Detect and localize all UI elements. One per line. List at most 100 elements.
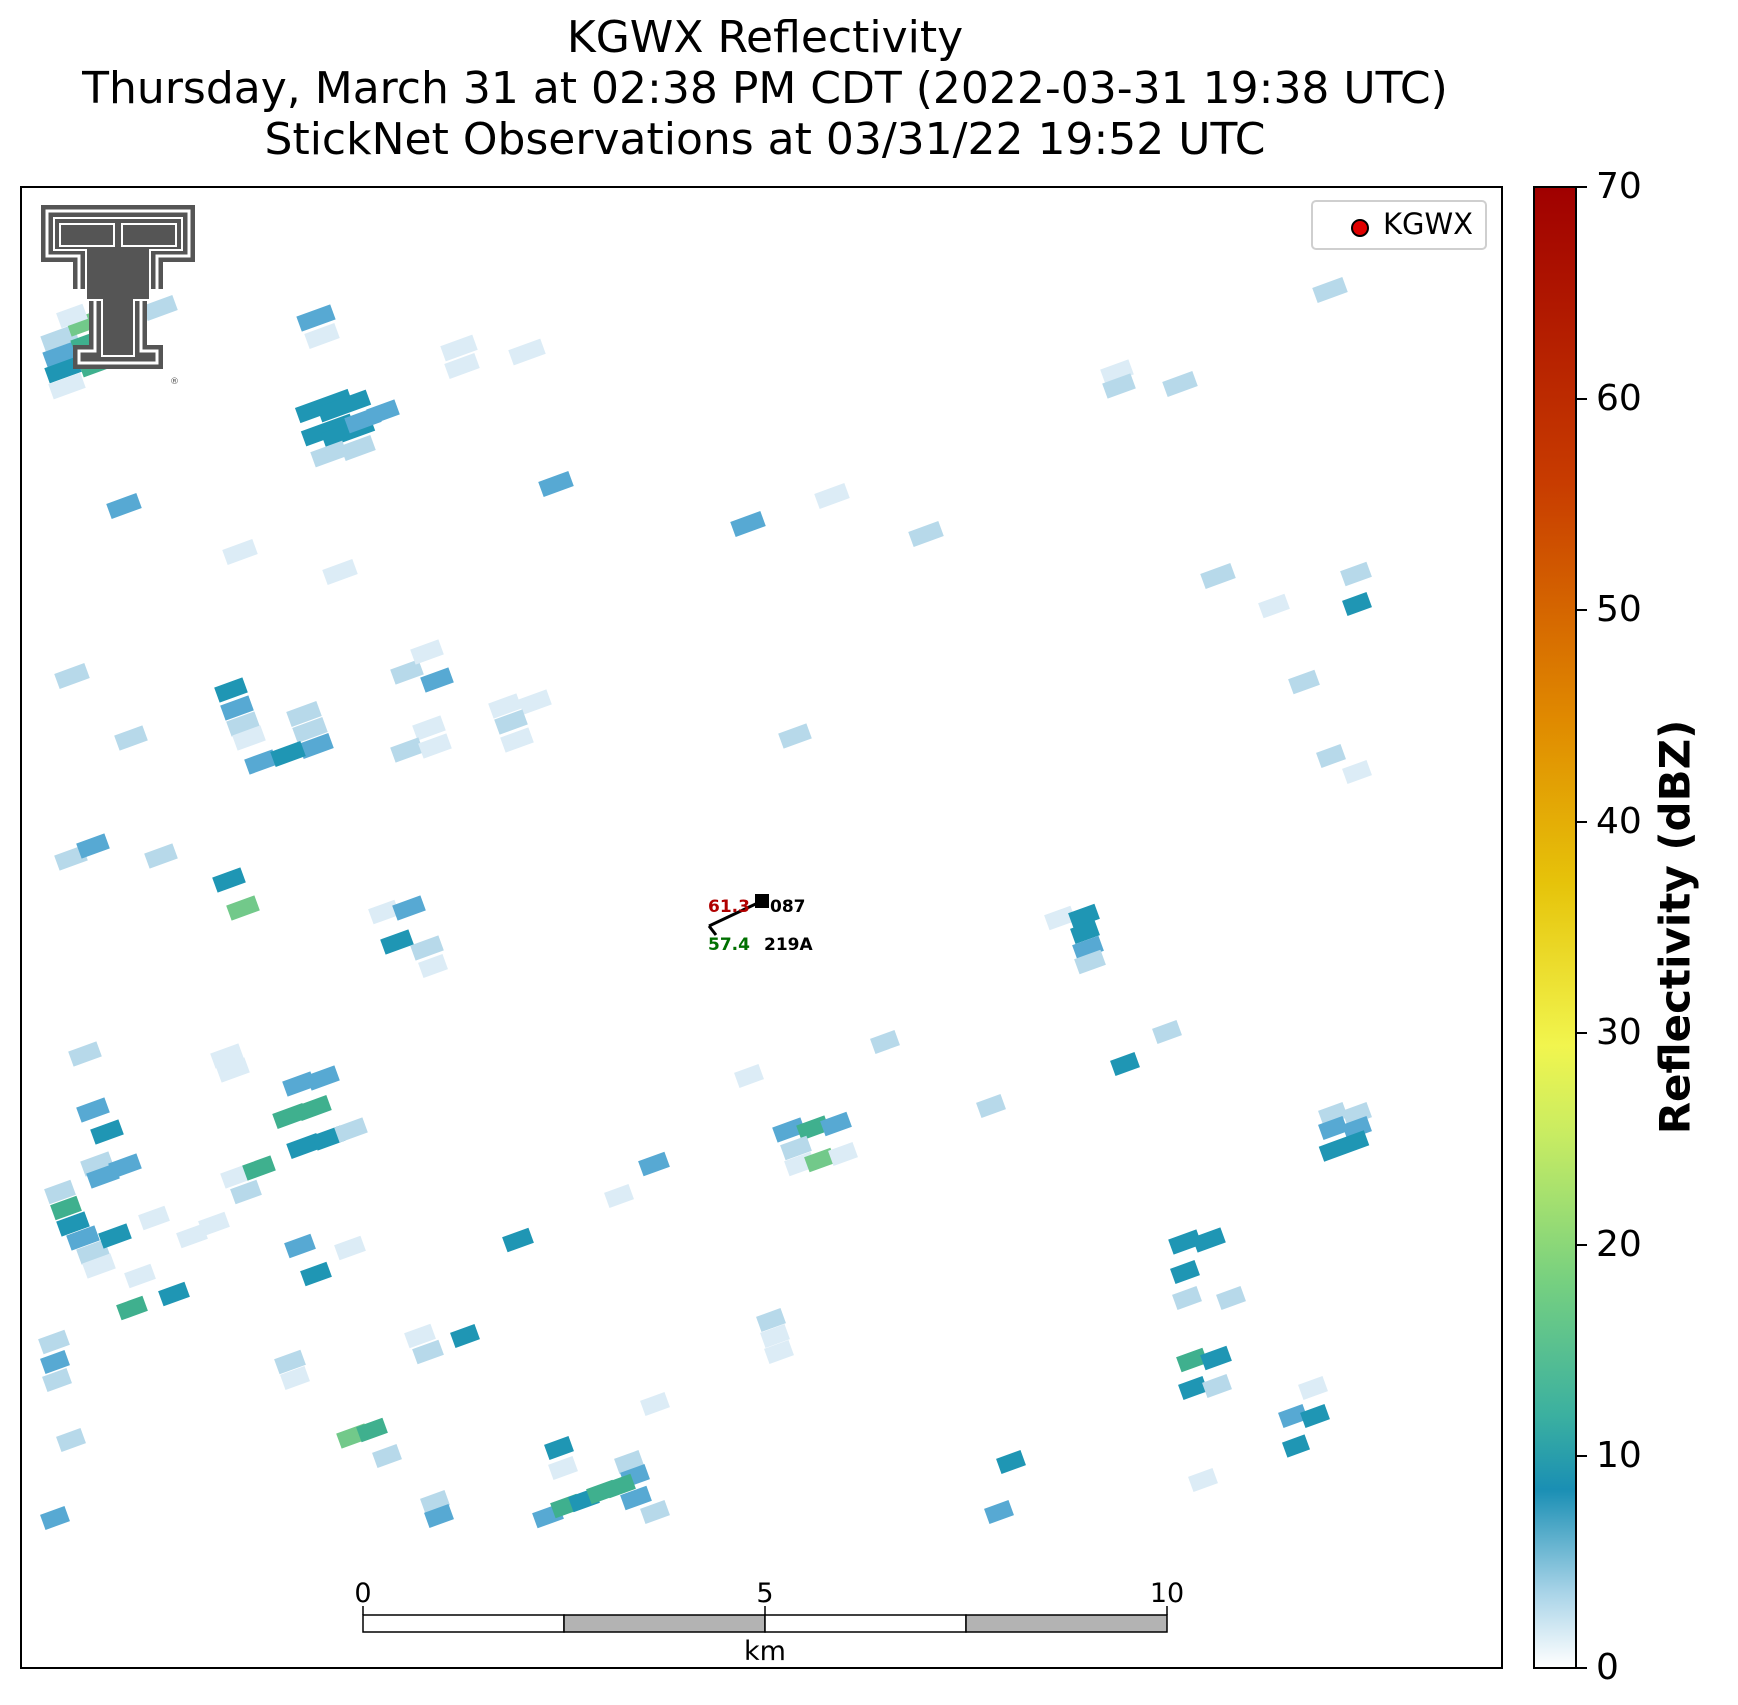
reflectivity-cell [66,1225,100,1251]
reflectivity-cell [410,935,444,961]
colorbar-tick-label: 70 [1596,166,1642,207]
reflectivity-cell [772,1117,806,1143]
radar-map: ® 61.3 087 57.4 219A 0 5 10 km KGWX [20,186,1503,1669]
reflectivity-cell [144,843,178,869]
reflectivity-cell [38,1329,70,1355]
reflectivity-cell [1288,669,1320,695]
scale-bar-segment [362,1614,565,1633]
colorbar-tick [1577,186,1587,188]
reflectivity-cell [366,399,400,425]
reflectivity-cell [68,1041,102,1067]
scale-label-5: 5 [756,1578,774,1609]
reflectivity-cell [1200,1345,1232,1371]
reflectivity-cell [976,1094,1006,1118]
reflectivity-cell [1342,592,1372,616]
reflectivity-cell [106,493,142,519]
reflectivity-cell [1170,1260,1200,1284]
reflectivity-cell [300,1261,332,1287]
reflectivity-cell [42,1368,72,1392]
reflectivity-cell [548,1456,578,1480]
svg-text:®: ® [170,377,179,387]
reflectivity-cell [390,659,424,685]
reflectivity-cell [220,695,254,721]
scale-label-0: 0 [354,1578,372,1609]
reflectivity-cell [418,733,452,759]
reflectivity-cell [98,1223,132,1249]
reflectivity-cell [76,1097,110,1123]
reflectivity-cell [372,1444,402,1468]
reflectivity-cell [1152,1020,1182,1044]
reflectivity-cell [420,1490,450,1514]
reflectivity-cell [544,1436,574,1460]
reflectivity-cell [286,701,322,727]
colorbar-tick-label: 30 [1596,1012,1642,1054]
reflectivity-cell [76,833,110,859]
reflectivity-cell [908,521,944,547]
station-dewpoint: 57.4 [708,935,750,955]
reflectivity-cell [804,1147,836,1173]
reflectivity-cell [814,483,850,509]
reflectivity-cell [334,1235,366,1261]
colorbar-tick-label: 60 [1596,377,1642,419]
reflectivity-cell [1281,1434,1311,1458]
reflectivity-cell [1342,760,1372,784]
reflectivity-cell [176,1223,208,1249]
reflectivity-cell [222,539,258,565]
reflectivity-cell [40,1350,70,1374]
reflectivity-cell [56,1428,86,1452]
reflectivity-cell [1202,1374,1232,1398]
title-line-2: Thursday, March 31 at 02:38 PM CDT (2022… [82,63,1448,114]
reflectivity-cell [778,723,812,749]
reflectivity-cell [226,895,260,921]
reflectivity-cell [114,725,148,751]
reflectivity-cell [1072,935,1104,961]
wind-barb-staff [708,899,763,928]
reflectivity-cell [40,324,79,352]
reflectivity-cell [380,929,414,955]
reflectivity-cell [1298,1376,1328,1400]
reflectivity-cell [116,1295,148,1321]
map-legend: KGWX [1311,200,1487,250]
reflectivity-cell [322,559,358,585]
reflectivity-cell [226,711,260,737]
reflectivity-cell [538,471,574,497]
reflectivity-cell [412,715,446,741]
reflectivity-layer: ® [38,205,1372,1633]
reflectivity-cell [1044,905,1076,931]
reflectivity-cell [1318,1102,1348,1126]
reflectivity-cell [604,1473,636,1499]
reflectivity-cell [334,1117,368,1143]
reflectivity-cell [508,338,546,366]
reflectivity-cell [418,954,448,978]
reflectivity-cell [1178,1376,1208,1400]
scale-bar [362,1606,1168,1633]
reflectivity-cell [996,1450,1026,1474]
scale-bar-segment [965,1614,1168,1633]
reflectivity-cell [138,1205,170,1231]
reflectivity-cell [1342,1116,1372,1140]
colorbar-tick [1577,397,1587,400]
reflectivity-cell [212,867,246,893]
colorbar-tick-label: 0 [1596,1647,1619,1688]
reflectivity-cell [1340,561,1372,587]
reflectivity-cell [40,1506,70,1530]
colorbar-tick [1577,1455,1587,1458]
reflectivity-cell [390,737,424,763]
reflectivity-cell [50,1195,82,1221]
reflectivity-cell [124,1263,156,1289]
reflectivity-cell [304,323,340,349]
reflectivity-cell [368,899,400,925]
reflectivity-cell [410,639,444,665]
reflectivity-cell [984,1500,1014,1524]
reflectivity-cell [270,741,306,767]
wind-barb-flag [707,925,718,936]
reflectivity-cell [80,1151,114,1177]
reflectivity-cell [1200,563,1236,589]
reflectivity-cell [494,709,528,735]
reflectivity-cell [614,1450,644,1474]
reflectivity-cell [1312,277,1348,303]
reflectivity-cell [1068,903,1100,929]
reflectivity-cell [44,356,82,384]
colorbar-tick [1577,1667,1587,1669]
reflectivity-cell [142,295,178,321]
